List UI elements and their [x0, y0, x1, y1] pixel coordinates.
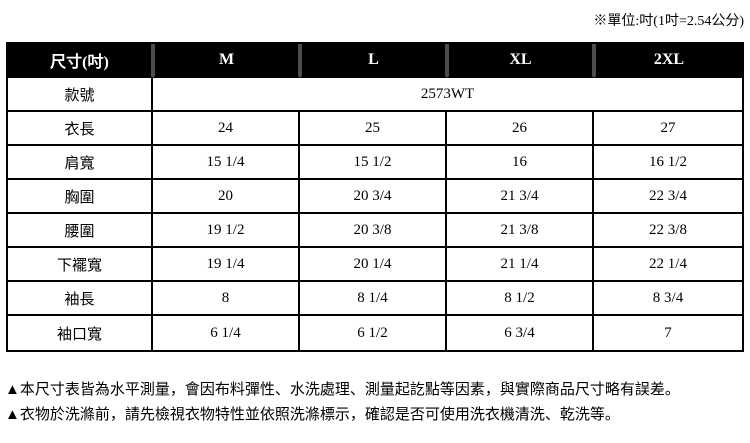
size-value-cell: 22 3/4 — [594, 180, 742, 214]
size-value-cell: 20 3/4 — [300, 180, 447, 214]
size-value-cell: 19 1/4 — [153, 248, 300, 282]
size-value-cell: 8 1/4 — [300, 282, 447, 316]
row-label-shoulder-width: 肩寬 — [8, 146, 153, 180]
size-chart-table: 尺寸(吋) M L XL 2XL 款號 2573WT 衣長 24 25 26 2… — [6, 42, 744, 352]
size-value-cell: 20 3/8 — [300, 214, 447, 248]
size-value-cell: 15 1/2 — [300, 146, 447, 180]
table-row-shoulder-width: 肩寬 15 1/4 15 1/2 16 16 1/2 — [8, 146, 742, 180]
size-value-cell: 22 3/8 — [594, 214, 742, 248]
size-value-cell: 20 1/4 — [300, 248, 447, 282]
size-value-cell: 27 — [594, 112, 742, 146]
row-label-garment-length: 衣長 — [8, 112, 153, 146]
size-value-cell: 19 1/2 — [153, 214, 300, 248]
unit-note: ※單位:吋(1吋=2.54公分) — [593, 14, 744, 29]
footnote-washing-instructions: ▲衣物於洗滌前，請先檢視衣物特性並依照洗滌標示，確認是否可使用洗衣機清洗、乾洗等… — [5, 407, 620, 423]
table-row-model-number: 款號 2573WT — [8, 78, 742, 112]
header-cell-size-l: L — [300, 44, 447, 78]
header-cell-size-xl: XL — [447, 44, 594, 78]
size-value-cell: 21 1/4 — [447, 248, 594, 282]
row-label-waist: 腰圍 — [8, 214, 153, 248]
footnotes: ▲本尺寸表皆為水平測量，會因布料彈性、水洗處理、測量起訖點等因素，與實際商品尺寸… — [5, 378, 750, 428]
row-label-sleeve-length: 袖長 — [8, 282, 153, 316]
table-row-sleeve-length: 袖長 8 8 1/4 8 1/2 8 3/4 — [8, 282, 742, 316]
model-number-value: 2573WT — [153, 78, 742, 112]
row-label-hem-width: 下襬寬 — [8, 248, 153, 282]
size-value-cell: 24 — [153, 112, 300, 146]
size-value-cell: 21 3/4 — [447, 180, 594, 214]
size-value-cell: 25 — [300, 112, 447, 146]
size-value-cell: 20 — [153, 180, 300, 214]
size-value-cell: 6 3/4 — [447, 316, 594, 350]
size-value-cell: 16 — [447, 146, 594, 180]
footnote-measurement-disclaimer: ▲本尺寸表皆為水平測量，會因布料彈性、水洗處理、測量起訖點等因素，與實際商品尺寸… — [5, 382, 680, 398]
size-value-cell: 26 — [447, 112, 594, 146]
table-row-cuff-width: 袖口寬 6 1/4 6 1/2 6 3/4 7 — [8, 316, 742, 350]
size-value-cell: 21 3/8 — [447, 214, 594, 248]
table-row-chest: 胸圍 20 20 3/4 21 3/4 22 3/4 — [8, 180, 742, 214]
size-value-cell: 8 1/2 — [447, 282, 594, 316]
header-cell-size-m: M — [153, 44, 300, 78]
size-value-cell: 6 1/4 — [153, 316, 300, 350]
row-label-model-number: 款號 — [8, 78, 153, 112]
size-value-cell: 22 1/4 — [594, 248, 742, 282]
table-row-hem-width: 下襬寬 19 1/4 20 1/4 21 1/4 22 1/4 — [8, 248, 742, 282]
size-value-cell: 15 1/4 — [153, 146, 300, 180]
size-value-cell: 8 3/4 — [594, 282, 742, 316]
header-cell-size-2xl: 2XL — [594, 44, 742, 78]
size-value-cell: 7 — [664, 324, 672, 341]
table-row-garment-length: 衣長 24 25 26 27 — [8, 112, 742, 146]
size-value-cell: 16 1/2 — [594, 146, 742, 180]
header-cell-size-label: 尺寸(吋) — [8, 44, 153, 78]
size-value-cell: 6 1/2 — [300, 316, 447, 350]
row-label-chest: 胸圍 — [8, 180, 153, 214]
table-row-waist: 腰圍 19 1/2 20 3/8 21 3/8 22 3/8 — [8, 214, 742, 248]
size-value-cell: 8 — [153, 282, 300, 316]
row-label-cuff-width: 袖口寬 — [8, 316, 153, 350]
header-row: 尺寸(吋) M L XL 2XL — [8, 44, 742, 78]
